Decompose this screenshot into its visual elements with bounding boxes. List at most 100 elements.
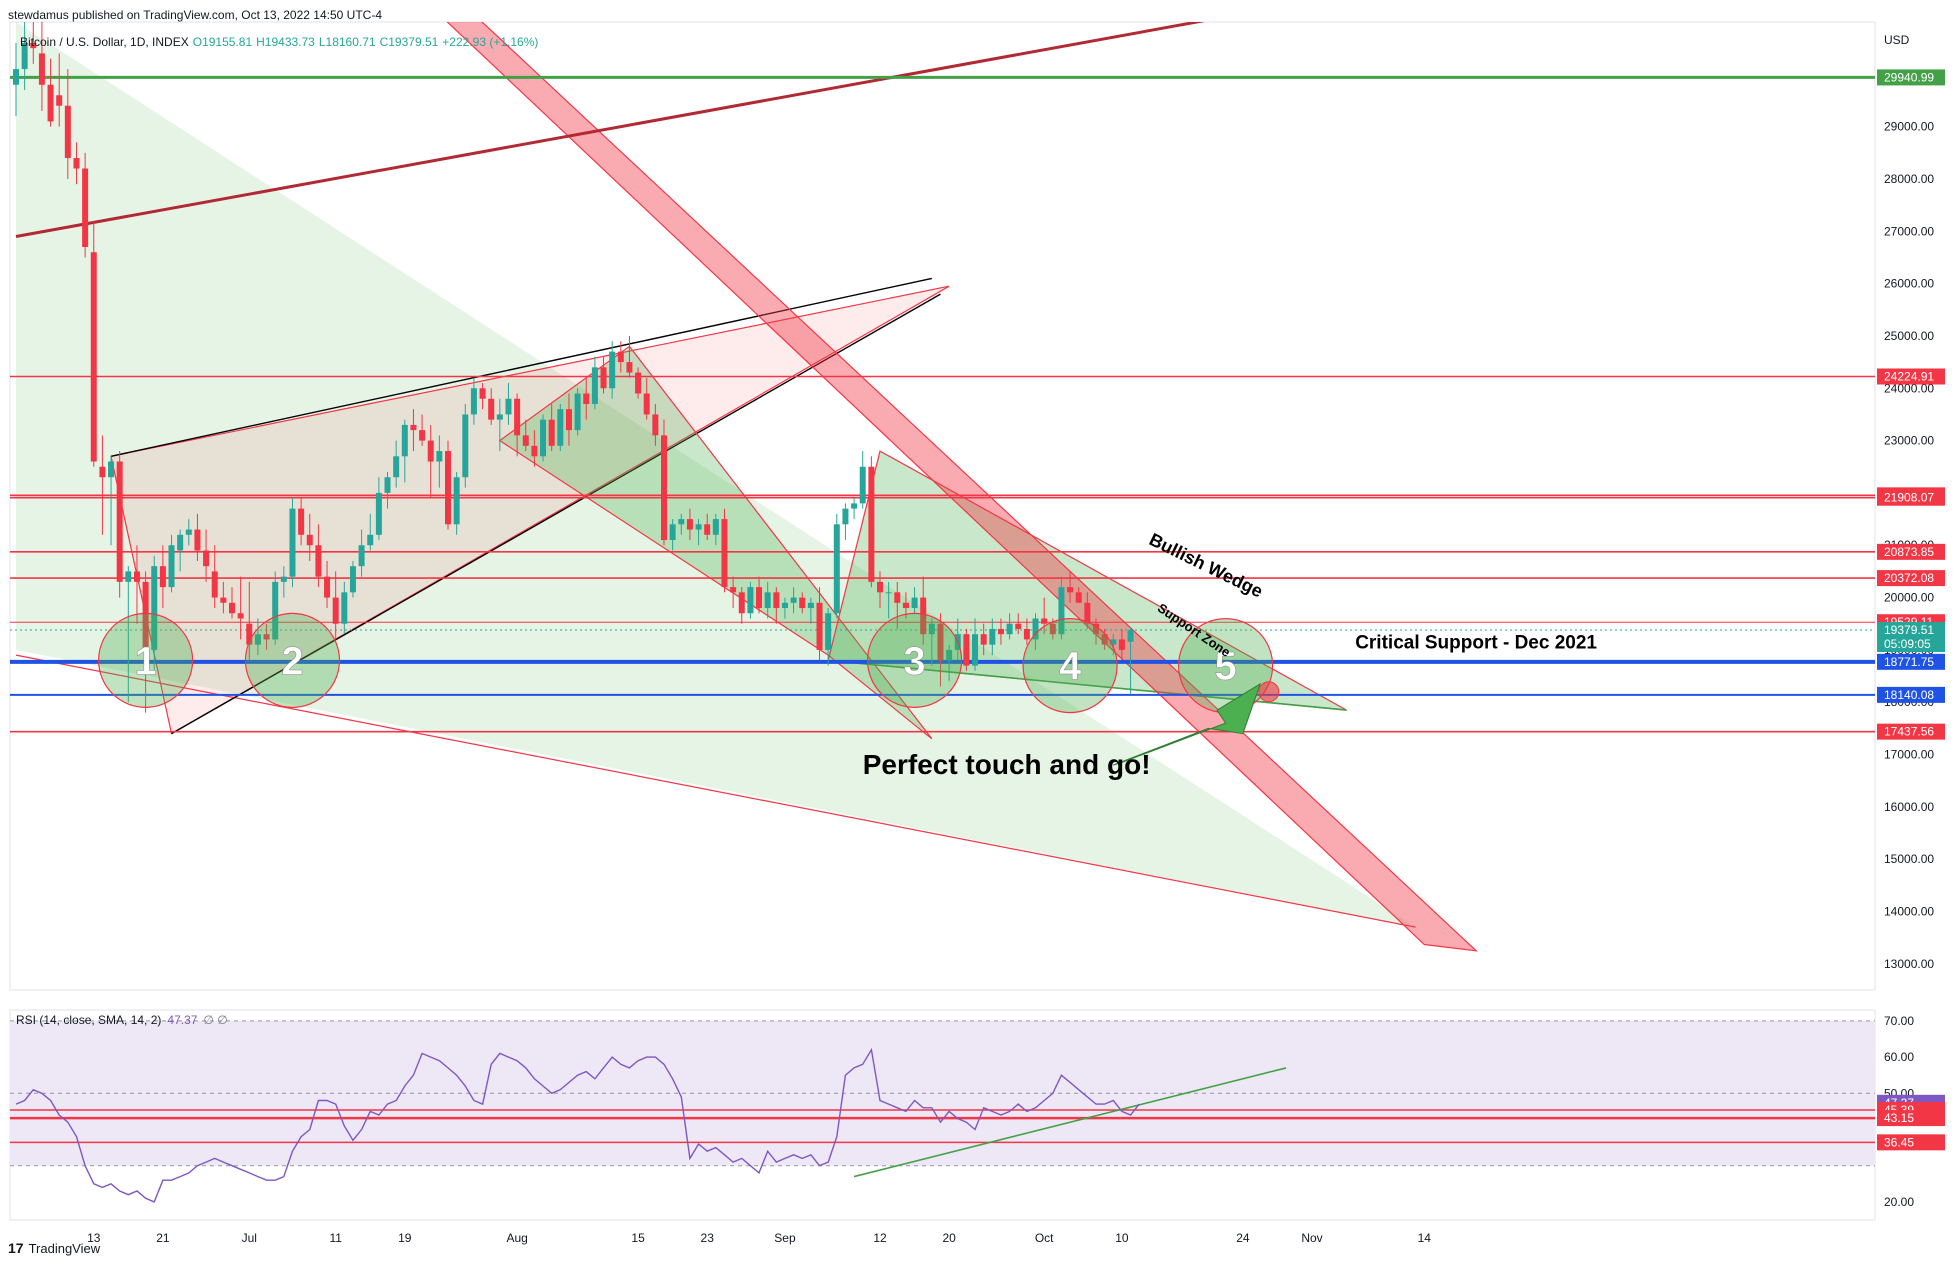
candle-body (652, 414, 659, 436)
price-axis-tag (1877, 69, 1945, 86)
candle-body (349, 566, 356, 593)
candle-body (272, 581, 279, 640)
candle-body (1067, 587, 1074, 593)
legend-open: O19155.81 (193, 35, 253, 49)
price-drawings: 1 2 3 4 5 Perfect touch and go! Critical Suppo… (10, 22, 1875, 952)
candle-body (1084, 602, 1091, 624)
candle-body (1127, 630, 1134, 642)
candle-body (695, 524, 702, 530)
touch-marker-label: 2 (281, 639, 303, 683)
candle-body (617, 351, 624, 363)
y-tick-label: 24000.00 (1884, 381, 1934, 395)
price-axis-tag (1877, 686, 1945, 703)
candle-body (1118, 639, 1125, 650)
x-tick-label: Nov (1301, 1231, 1322, 1245)
candle-body (704, 524, 711, 535)
annotation-perfect-touch: Perfect touch and go! (863, 749, 1151, 780)
tradingview-footer[interactable]: 17 TradingView (8, 1240, 100, 1256)
candle-body (358, 545, 365, 567)
candle-body (712, 519, 719, 535)
candle-body (30, 42, 37, 49)
candle-body (730, 587, 737, 593)
candle-body (375, 492, 382, 535)
x-tick-label: Sep (774, 1231, 796, 1245)
candle-body (833, 524, 840, 614)
arrow-icon (1113, 682, 1262, 766)
candle-body (280, 576, 287, 582)
candle-body (151, 566, 158, 650)
candle-body (842, 508, 849, 525)
x-tick-label: 23 (701, 1231, 715, 1245)
candle-body (764, 592, 771, 609)
candle-body (401, 424, 408, 457)
candle-body (82, 168, 89, 247)
price-axis-tag-text: 18140.08 (1884, 688, 1934, 702)
candle-body (237, 613, 244, 619)
candle-body (574, 393, 581, 431)
candle-body (591, 367, 598, 404)
touch-point-dot (1258, 681, 1280, 703)
candle-body (436, 451, 443, 462)
candle-body (211, 571, 218, 598)
price-axis-tag (1877, 622, 1945, 653)
candle-body (661, 435, 667, 541)
x-tick-label: 14 (1418, 1231, 1432, 1245)
candle-body (678, 519, 685, 525)
rsi-legend-label: RSI (14, close, SMA, 14, 2) (16, 1013, 161, 1027)
candle-body (635, 372, 642, 394)
candle-body (773, 592, 780, 609)
candles (13, 22, 1134, 713)
x-tick-label: Oct (1035, 1231, 1054, 1245)
candle-body (298, 508, 305, 535)
candle-body (877, 581, 883, 593)
candle-body (825, 613, 832, 650)
y-tick-label: 29000.00 (1884, 120, 1934, 134)
candle-body (885, 592, 892, 594)
candle-body (246, 623, 253, 645)
candle-body (1058, 587, 1065, 635)
candle-body (1041, 618, 1048, 624)
candle-body (980, 634, 987, 645)
price-axis-tag-text: 18771.75 (1884, 655, 1934, 669)
candle-body (1093, 623, 1099, 635)
candle-body (928, 623, 935, 635)
candle-body (522, 435, 529, 446)
x-tick-label: 24 (1236, 1231, 1250, 1245)
candle-body (643, 393, 650, 415)
candle-body (997, 628, 1004, 635)
candle-body (341, 592, 348, 624)
y-tick-label: 25000.00 (1884, 329, 1934, 343)
candle-body (289, 508, 296, 577)
x-tick-label: Jul (242, 1231, 257, 1245)
y-tick-label: 15000.00 (1884, 852, 1934, 866)
candle-body (38, 53, 45, 85)
candle-body (583, 393, 590, 404)
candle-body (125, 571, 132, 582)
legend-change: +222.93 (+1.16%) (442, 35, 538, 49)
y-tick-label: 16000.00 (1884, 800, 1934, 814)
candle-body (911, 597, 918, 609)
candle-body (142, 581, 149, 650)
candle-body (488, 398, 495, 420)
legend-low: L18160.71 (319, 35, 376, 49)
candle-body (920, 597, 927, 635)
x-tick-label: 11 (329, 1231, 342, 1245)
rsi-trendline (853, 1067, 1287, 1178)
candle-body (90, 252, 97, 462)
candle-body (721, 519, 728, 588)
candle-body (894, 592, 901, 603)
rsi-axis-tag (1877, 1110, 1945, 1127)
candle-body (756, 587, 763, 609)
price-axis-tag (1877, 570, 1945, 587)
candle-body (324, 576, 331, 598)
y-tick-label: 20000.00 (1884, 591, 1934, 605)
candle-body (747, 587, 754, 614)
price-axis-tag (1877, 368, 1945, 385)
rsi-line (15, 1047, 1140, 1203)
candle-body (972, 634, 979, 666)
y-tick-label: 26000.00 (1884, 277, 1934, 291)
candle-body (989, 628, 996, 645)
candle-body (116, 461, 123, 582)
x-tick-label: 20 (942, 1231, 956, 1245)
